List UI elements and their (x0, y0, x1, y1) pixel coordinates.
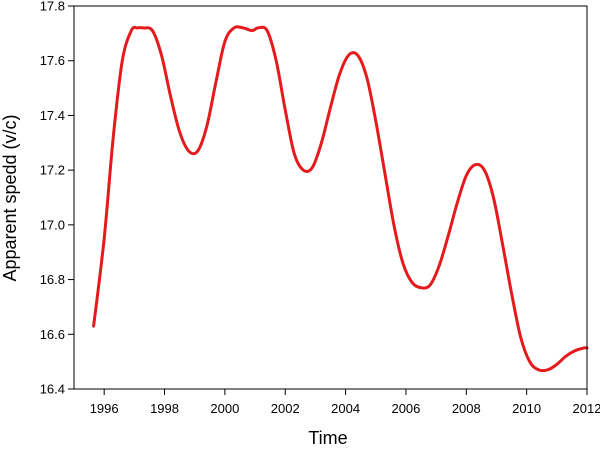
plot-frame (73, 5, 588, 390)
y-axis-label: Apparent spedd (v/c) (0, 114, 20, 281)
x-axis-tick-labels: 1996 1998 2000 2002 2004 2006 2008 2010 2012 (90, 401, 600, 416)
x-tick-label: 2012 (573, 401, 600, 416)
x-tick-label: 2010 (512, 401, 541, 416)
y-tick-label: 16.4 (40, 382, 65, 397)
x-tick-label: 2002 (271, 401, 300, 416)
x-tick-label: 1996 (90, 401, 119, 416)
series-layer (92, 25, 589, 373)
y-tick-label: 17.2 (40, 163, 65, 178)
y-tick-label: 17.4 (40, 108, 65, 123)
y-tick-label: 17.8 (40, 0, 65, 14)
y-tick-label: 17.6 (40, 53, 65, 68)
x-axis-ticks (103, 389, 588, 395)
x-axis-label: Time (308, 428, 347, 448)
x-tick-label: 2008 (452, 401, 481, 416)
x-tick-label: 2006 (391, 401, 420, 416)
y-tick-label: 16.8 (40, 272, 65, 287)
y-tick-label: 16.6 (40, 327, 65, 342)
series-line (92, 25, 589, 373)
y-axis-ticks (68, 5, 74, 390)
x-tick-label: 2000 (210, 401, 239, 416)
x-tick-label: 1998 (150, 401, 179, 416)
x-tick-label: 2004 (331, 401, 360, 416)
y-axis-tick-labels: 16.4 16.6 16.8 17.0 17.2 17.4 17.6 17.8 (40, 0, 65, 397)
y-tick-label: 17.0 (40, 217, 65, 232)
